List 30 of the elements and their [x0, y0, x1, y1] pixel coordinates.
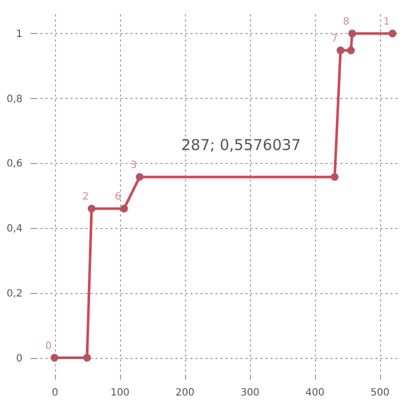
- text: 3: [130, 160, 137, 171]
- point: [88, 204, 96, 212]
- text: 6: [114, 192, 122, 203]
- x-tick-label: 200: [175, 388, 195, 398]
- point: [136, 173, 144, 181]
- point: [347, 46, 355, 54]
- x-tick-label: 100: [110, 388, 130, 398]
- x-tick-label: 400: [305, 388, 325, 398]
- annotation: 287; 0,5576037: [181, 136, 301, 154]
- text: 1: [383, 16, 390, 28]
- point: [83, 354, 91, 362]
- y-tick-label: 0,4: [6, 224, 22, 235]
- y-tick-label: 0,8: [6, 94, 22, 105]
- point: [336, 46, 344, 54]
- text: 7: [331, 33, 338, 44]
- point: [330, 173, 339, 181]
- point: [388, 30, 396, 38]
- point: [50, 354, 58, 362]
- x-tick-label: 500: [370, 388, 390, 398]
- x-tick-label: 300: [240, 388, 260, 398]
- text: 0: [45, 340, 52, 352]
- y-tick-label: 0,2: [6, 288, 22, 300]
- y-tick-label: 0,6: [6, 158, 22, 170]
- y-tick-label: 1: [16, 28, 22, 40]
- y-tick-label: 0: [16, 353, 22, 364]
- point: [348, 30, 356, 38]
- x-tick-label: 0: [52, 388, 58, 398]
- text: 2: [82, 192, 89, 203]
- point: [120, 204, 128, 212]
- text: 8: [343, 16, 350, 28]
